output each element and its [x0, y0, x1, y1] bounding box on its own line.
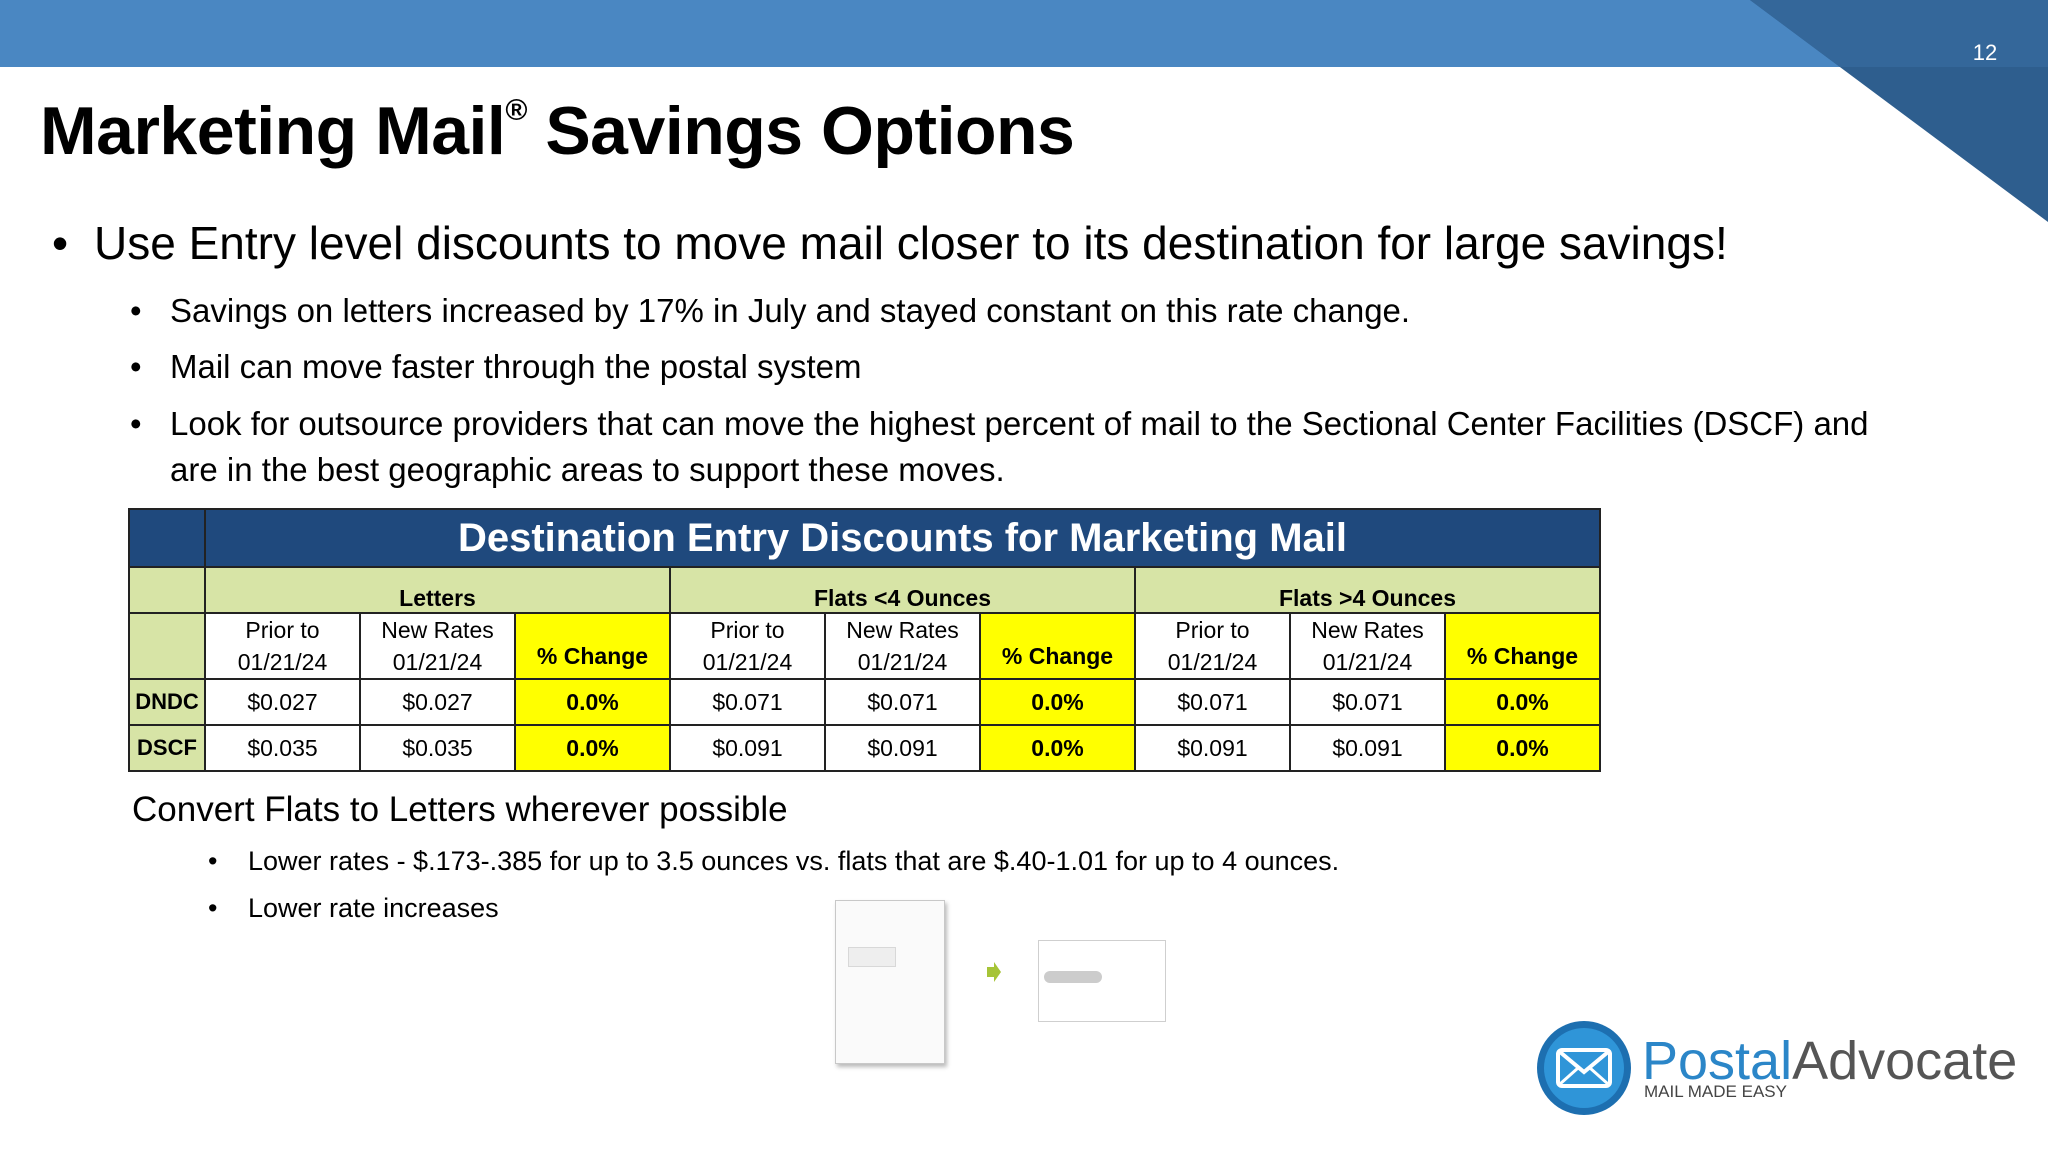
sub-bullet-text: Mail can move faster through the postal … [170, 348, 862, 385]
table-cell: $0.071 [824, 678, 981, 726]
table-cell: 0.0% [1444, 678, 1601, 726]
brand-tagline: MAIL MADE EASY [1644, 1082, 1787, 1101]
bullet-dot: • [208, 846, 218, 876]
table-cell: $0.091 [824, 724, 981, 772]
envelope-window [1044, 971, 1102, 983]
brand-name: PostalAdvocate [1642, 1031, 2018, 1091]
envelope-window [848, 947, 896, 967]
bullet-dot: • [130, 348, 142, 385]
table-cell: 0.0% [979, 678, 1136, 726]
table-cell: 0.0% [1444, 724, 1601, 772]
row-label: DNDC [128, 678, 206, 726]
slide-title: Marketing Mail® Savings Options [40, 93, 1075, 169]
postal-advocate-logo: PostalAdvocate MAIL MADE EASY [1536, 1016, 2018, 1116]
flat-envelope-icon [835, 900, 945, 1064]
envelope-icon [1537, 1021, 1631, 1115]
convert-bullet-text: Lower rates - $.173-.385 for up to 3.5 o… [248, 846, 1340, 876]
group-corner [128, 566, 206, 614]
main-bullet-text: Use Entry level discounts to move mail c… [94, 217, 1728, 269]
group-header: Flats <4 Ounces [669, 566, 1136, 614]
column-header: Prior to 01/21/24 [204, 612, 361, 680]
group-header: Flats >4 Ounces [1134, 566, 1601, 614]
convert-bullet-text: Lower rate increases [248, 893, 499, 923]
table-cell: $0.027 [359, 678, 516, 726]
table-cell: $0.091 [669, 724, 826, 772]
bullet-dot: • [52, 217, 69, 269]
page-number: 12 [1972, 40, 1998, 65]
bullet-dot: • [130, 405, 142, 442]
discounts-table: Destination Entry Discounts for Marketin… [128, 508, 1601, 772]
table-title: Destination Entry Discounts for Marketin… [204, 508, 1601, 568]
table-cell: $0.091 [1134, 724, 1291, 772]
table-row: DSCF $0.035 $0.035 0.0% $0.091 $0.091 0.… [128, 724, 1601, 772]
table-cell: $0.027 [204, 678, 361, 726]
table-row: DNDC $0.027 $0.027 0.0% $0.071 $0.071 0.… [128, 678, 1601, 726]
table-cell: $0.091 [1289, 724, 1446, 772]
table-cell: $0.035 [359, 724, 516, 772]
table-cell: $0.071 [1289, 678, 1446, 726]
sub-bullet-text: Savings on letters increased by 17% in J… [170, 292, 1411, 329]
corner-decoration [1750, 0, 2048, 222]
table-corner [128, 508, 206, 568]
letter-envelope-icon [1038, 940, 1166, 1022]
column-header: New Rates 01/21/24 [1289, 612, 1446, 680]
column-header: New Rates 01/21/24 [359, 612, 516, 680]
column-header: New Rates 01/21/24 [824, 612, 981, 680]
bullet-dot: • [130, 292, 142, 329]
table-cell: 0.0% [514, 724, 671, 772]
column-header: Prior to 01/21/24 [1134, 612, 1291, 680]
table-cell: 0.0% [979, 724, 1136, 772]
table-cell: $0.035 [204, 724, 361, 772]
arrow-right-icon [987, 962, 1001, 982]
table-cell: 0.0% [514, 678, 671, 726]
group-header: Letters [204, 566, 671, 614]
column-header: Prior to 01/21/24 [669, 612, 826, 680]
column-header: % Change [1444, 612, 1601, 680]
column-header: % Change [514, 612, 671, 680]
row-label: DSCF [128, 724, 206, 772]
table-cell: $0.071 [669, 678, 826, 726]
bullet-dot: • [208, 893, 218, 923]
header-band [0, 0, 2048, 67]
table-cell: $0.071 [1134, 678, 1291, 726]
column-header: % Change [979, 612, 1136, 680]
sub-bullet-text: Look for outsource providers that can mo… [170, 405, 1869, 488]
subheader-corner [128, 612, 206, 680]
convert-heading: Convert Flats to Letters wherever possib… [132, 790, 788, 829]
registered-mark: ® [505, 94, 527, 128]
